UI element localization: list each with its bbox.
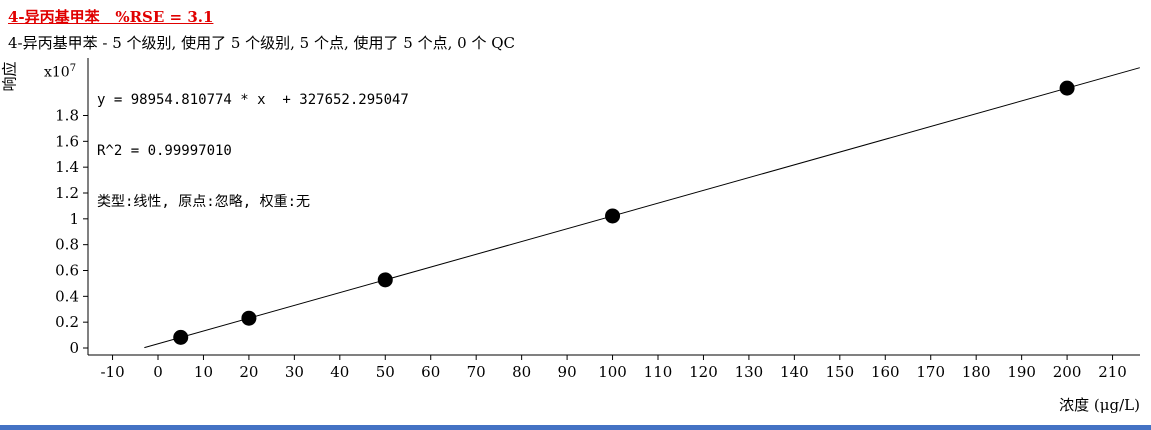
x-tick-label: 210: [1098, 363, 1127, 381]
x-tick-label: 190: [1007, 363, 1036, 381]
x-tick-label: 130: [735, 363, 764, 381]
x-tick-label: 110: [644, 363, 673, 381]
y-axis-multiplier-base: x10: [44, 64, 70, 81]
x-tick-label: 160: [871, 363, 900, 381]
y-tick-label: 1.2: [55, 184, 79, 202]
y-tick-label: 0.2: [55, 313, 79, 331]
x-tick-label: 10: [194, 363, 213, 381]
compound-title: 4-异丙基甲苯 %RSE = 3.1: [8, 8, 214, 26]
x-tick-label: 120: [689, 363, 718, 381]
y-tick-label: 1: [69, 210, 79, 228]
x-tick-label: 30: [285, 363, 304, 381]
fit-annotation: y = 98954.810774 * x + 327652.295047 R^2…: [97, 58, 409, 245]
y-tick-label: 1.8: [55, 106, 79, 124]
x-tick-label: 40: [330, 363, 349, 381]
x-tick-label: 150: [825, 363, 854, 381]
x-tick-label: -10: [100, 363, 124, 381]
x-tick-label: 0: [153, 363, 163, 381]
x-tick-label: 20: [239, 363, 258, 381]
y-tick-label: 0.8: [55, 236, 79, 254]
x-tick-label: 200: [1053, 363, 1082, 381]
calibration-point[interactable]: [1059, 80, 1075, 96]
regression-line: [144, 67, 1140, 349]
calibration-summary: 4-异丙基甲苯 - 5 个级别, 使用了 5 个级别, 5 个点, 使用了 5 …: [8, 34, 515, 52]
x-tick-label: 140: [780, 363, 809, 381]
fit-equation: y = 98954.810774 * x + 327652.295047: [97, 92, 409, 108]
x-tick-label: 70: [467, 363, 486, 381]
x-tick-label: 80: [512, 363, 531, 381]
x-tick-label: 50: [376, 363, 395, 381]
fit-type: 类型:线性, 原点:忽略, 权重:无: [97, 194, 311, 210]
fit-r-squared: R^2 = 0.99997010: [97, 143, 232, 159]
x-tick-label: 100: [598, 363, 627, 381]
y-axis-multiplier: x107: [44, 63, 76, 81]
x-tick-label: 60: [421, 363, 440, 381]
y-tick-label: 0.4: [55, 287, 79, 305]
calibration-point[interactable]: [241, 310, 257, 326]
x-axis-label: 浓度 (μg/L): [1059, 396, 1140, 414]
y-tick-label: 0.6: [55, 261, 79, 279]
calibration-point[interactable]: [173, 329, 189, 345]
y-axis-multiplier-exponent: 7: [69, 63, 77, 74]
x-tick-label: 180: [962, 363, 991, 381]
y-tick-label: 0: [69, 339, 79, 357]
y-tick-label: 1.6: [55, 132, 79, 150]
x-tick-label: 90: [558, 363, 577, 381]
x-tick-label: 170: [916, 363, 945, 381]
bottom-bar: [0, 425, 1151, 430]
calibration-point[interactable]: [605, 208, 621, 224]
y-tick-label: 1.4: [55, 158, 79, 176]
calibration-point[interactable]: [377, 272, 393, 288]
